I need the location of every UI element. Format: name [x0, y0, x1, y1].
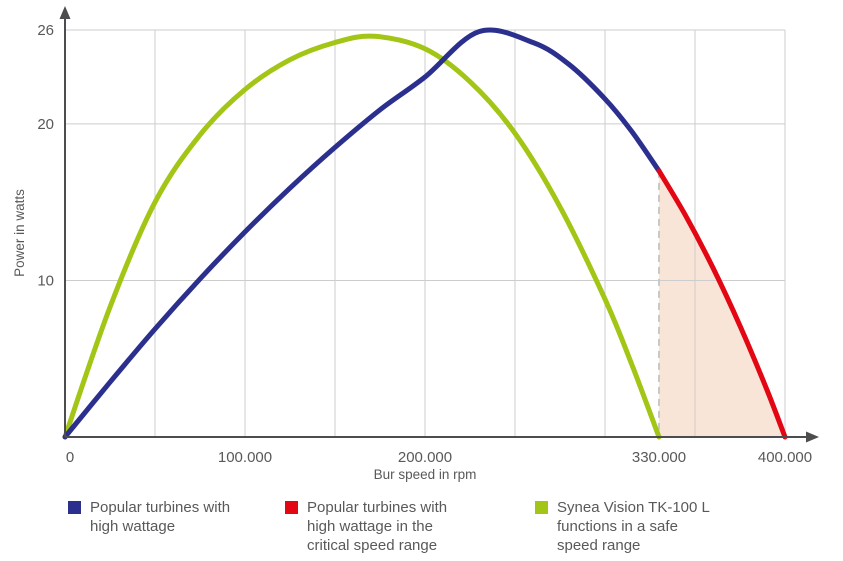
green-power-curve [62, 33, 662, 440]
y-tick-label: 10 [37, 272, 54, 289]
critical-region-fill [659, 170, 785, 437]
red-power-curve [656, 168, 788, 440]
chart-legend: Popular turbines with high wattage Popular… [0, 498, 843, 555]
tick-labels: 0 100.000 200.000 330.000 400.000 10 20 26 [37, 22, 812, 466]
axes [59, 6, 819, 443]
x-tick-label: 0 [66, 449, 74, 466]
y-tick-label: 20 [37, 116, 54, 133]
legend-swatch-red [285, 501, 298, 514]
x-tick-label: 200.000 [398, 449, 452, 466]
power-curves [62, 27, 788, 440]
critical-region-shade [659, 170, 785, 437]
x-axis-title: Bur speed in rpm [374, 467, 477, 482]
legend-item-blue: Popular turbines with high wattage [68, 498, 285, 555]
y-axis-title: Power in watts [12, 189, 27, 277]
legend-swatch-green [535, 501, 548, 514]
legend-swatch-blue [68, 501, 81, 514]
x-tick-label: 330.000 [632, 449, 686, 466]
blue-power-curve [62, 27, 662, 440]
legend-label-red: Popular turbines with high wattage in the… [307, 499, 448, 554]
x-tick-label: 400.000 [758, 449, 812, 466]
x-axis-arrow [806, 431, 819, 443]
x-tick-label: 100.000 [218, 449, 272, 466]
power-vs-speed-chart: 0 100.000 200.000 330.000 400.000 10 20 26 Bur … [12, 6, 819, 482]
y-tick-label: 26 [37, 22, 54, 39]
legend-item-red: Popular turbines with high wattage in the… [285, 498, 535, 555]
y-axis-arrow [59, 6, 71, 19]
legend-label-blue: Popular turbines with high wattage [90, 499, 231, 535]
